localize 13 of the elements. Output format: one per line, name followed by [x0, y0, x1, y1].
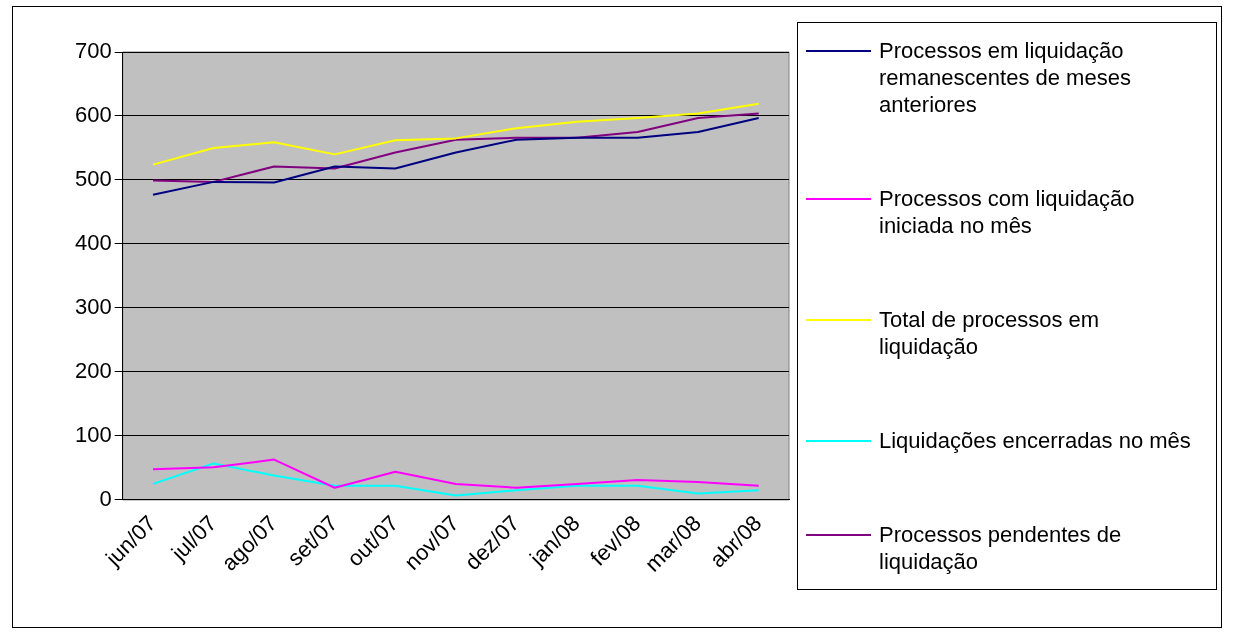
- y-tick-label: 200: [74, 358, 112, 383]
- y-tick-label: 700: [74, 38, 112, 64]
- y-tick-label: 500: [74, 166, 112, 192]
- y-tick-label: 400: [74, 230, 112, 256]
- legend-label: Liquidações encerradas no mês: [879, 427, 1191, 454]
- y-tick-label: 100: [74, 421, 112, 447]
- y-tick-label: 300: [74, 294, 112, 320]
- legend-label: Processos em liquidação remanescentes de meses anteriores: [879, 37, 1132, 118]
- legend-label: Total de processos em liquidação: [879, 306, 1101, 360]
- y-tick-label: 600: [74, 102, 112, 128]
- legend-label: Processos pendentes de liquidação: [879, 521, 1123, 575]
- y-tick-label: 0: [99, 485, 112, 511]
- legend-label: Processos com liquidação iniciada no mês: [879, 185, 1136, 239]
